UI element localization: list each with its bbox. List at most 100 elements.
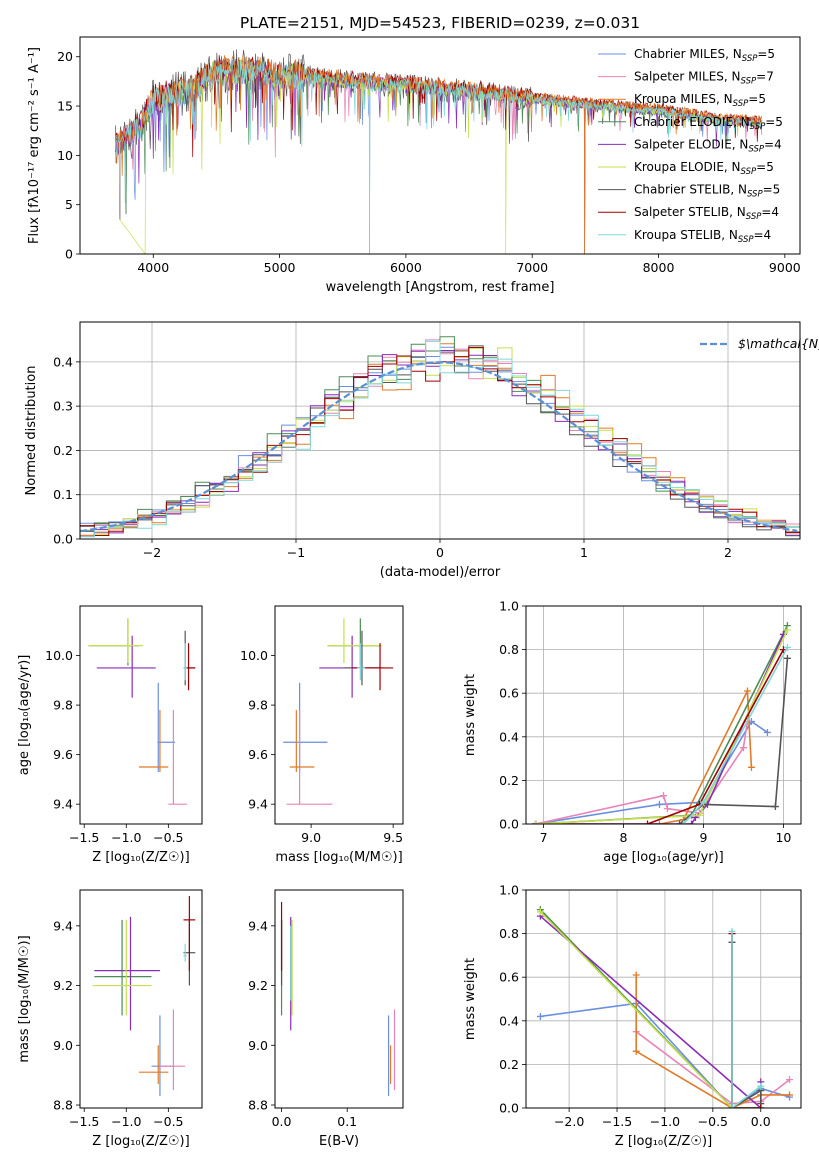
weight-line-2	[535, 687, 753, 824]
x-tick-label: −1.0	[111, 830, 141, 845]
y-tick-label: 9.8	[248, 698, 268, 713]
y-tick-label: 0.0	[499, 817, 519, 832]
x-tick-label: 8000	[643, 260, 675, 275]
y-tick-label: 0.6	[499, 970, 519, 985]
weight-line-3	[539, 909, 761, 1108]
panel-age-vs-mass: 9.0 9.5 9.4 9.6 9.8 10.0 mass [log₁₀(M/M☉)]	[240, 605, 404, 865]
panel-mass-vs-EBV: 0.0 0.1 8.8 9.0 9.2 9.4 E(B-V)	[248, 889, 404, 1149]
plot-area	[115, 49, 763, 254]
legend-label-4: Salpeter ELODIE, NSSP=4	[634, 137, 782, 154]
panel-age-vs-Z: −1.5 −1.0 −0.5 9.4 9.6 9.8 10.0 Z [log₁₀(Z/Z☉)]…	[17, 605, 203, 865]
weight-marker-5	[783, 626, 791, 634]
y-tick-label: 9.6	[248, 747, 268, 762]
weight-marker-0	[536, 1012, 544, 1020]
weight-line-5	[539, 911, 761, 1108]
axes-frame	[274, 605, 404, 825]
x-tick-label: 9	[699, 830, 707, 845]
axes-frame	[274, 889, 404, 1109]
y-tick-label: 9.0	[248, 1038, 268, 1053]
legend-label-8: Kroupa STELIB, NSSP=4	[634, 228, 771, 245]
y-axis-label: Normed distribution	[24, 366, 39, 496]
weight-marker-0	[656, 800, 664, 808]
y-tick-label: 9.2	[248, 978, 268, 993]
weight-marker-8	[757, 1082, 765, 1090]
plot-area	[280, 901, 396, 1097]
x-tick-label: 7000	[516, 260, 548, 275]
weight-marker-6	[771, 803, 779, 811]
x-tick-label: −0.5	[153, 830, 183, 845]
legend-label-3: Chabrier ELODIE, NSSP=5	[634, 115, 783, 132]
y-tick-label: 0.1	[53, 487, 73, 502]
legend-label-0: Chabrier MILES, NSSP=5	[634, 47, 775, 64]
x-tick-label: −1.0	[650, 1114, 680, 1129]
legend-label-normal: $\mathcal{N}(0,1)$	[738, 336, 819, 351]
x-axis-label: mass [log₁₀(M/M☉)]	[275, 850, 402, 865]
y-tick-label: 5	[65, 197, 73, 212]
panel-spectrum: 4000 5000 6000 7000 8000 9000 0 5 10 15 20 waveleng…	[27, 14, 801, 295]
y-tick-label: 0	[65, 247, 73, 262]
x-axis-label: Z [log₁₀(Z/Z☉)]	[92, 1134, 189, 1149]
y-axis-label: Flux [fλ10⁻¹⁷ erg cm⁻² s⁻¹ A⁻¹]	[27, 47, 42, 244]
weight-marker-5	[532, 820, 540, 824]
x-tick-label: −0.5	[153, 1114, 183, 1129]
x-tick-label: 9.5	[383, 830, 403, 845]
y-tick-label: 0.2	[499, 773, 519, 788]
y-axis-label: mass weight	[463, 674, 478, 756]
y-tick-label: 1.0	[499, 883, 519, 898]
panel-weight-vs-Z: −2.0 −1.5 −1.0 −0.5 0.0 0.0 0.2 0.4 0.6 0.8 1.0 Z […	[463, 883, 802, 1149]
x-tick-label: −1.5	[602, 1114, 632, 1129]
weight-line-1	[635, 1031, 790, 1105]
weight-marker-4	[687, 820, 695, 824]
spectrum-line-2	[115, 55, 763, 254]
y-tick-label: 9.0	[53, 1038, 73, 1053]
axes-frame	[79, 321, 801, 540]
x-tick-label: 1	[580, 545, 588, 560]
y-tick-label: 0.8	[499, 642, 519, 657]
x-tick-label: 9.0	[301, 830, 321, 845]
y-tick-label: 0.0	[499, 1101, 519, 1116]
x-tick-label: −2	[143, 545, 161, 560]
weight-marker-1	[663, 805, 671, 813]
legend-label-1: Salpeter MILES, NSSP=7	[634, 70, 774, 87]
weight-marker-2	[632, 971, 640, 979]
weight-line-6	[731, 942, 762, 1108]
histogram-8	[80, 340, 800, 538]
x-tick-label: 10	[775, 830, 791, 845]
y-tick-label: 20	[57, 49, 73, 64]
y-tick-label: 9.8	[53, 698, 73, 713]
weight-line-8	[731, 931, 762, 1108]
x-tick-label: 0.0	[751, 1114, 771, 1129]
legend-label-7: Salpeter STELIB, NSSP=4	[634, 205, 779, 222]
panel-mass-vs-Z: −1.5 −1.0 −0.5 8.8 9.0 9.2 9.4 Z [log₁₀(Z/Z☉)] m…	[17, 889, 203, 1149]
y-tick-label: 0.0	[53, 532, 73, 547]
weight-marker-6	[675, 820, 683, 824]
weight-marker-1	[660, 792, 667, 800]
weight-marker-2	[632, 1047, 640, 1055]
panel-residuals: −2 −1 0 1 2 0.0 0.1 0.2 0.3 0.4 (data-model)/error…	[24, 321, 819, 580]
y-axis-label: mass weight	[463, 958, 478, 1040]
axes-frame	[79, 605, 203, 825]
x-tick-label: −1.0	[111, 1114, 141, 1129]
plot-area	[532, 622, 791, 824]
x-tick-label: 0.1	[337, 1114, 357, 1129]
weight-marker-8	[728, 1104, 736, 1108]
x-axis-label: wavelength [Angstrom, rest frame]	[326, 280, 555, 295]
y-tick-label: 10	[57, 148, 73, 163]
plot-area	[80, 336, 800, 538]
y-tick-label: 10.0	[45, 648, 73, 663]
weight-marker-8	[699, 798, 707, 806]
x-tick-label: −1.5	[69, 1114, 99, 1129]
x-axis-label: age [log₁₀(age/yr)]	[603, 850, 724, 865]
y-tick-label: 9.4	[53, 918, 73, 933]
x-tick-label: 9000	[769, 260, 801, 275]
weight-marker-2	[656, 820, 664, 824]
y-tick-label: 0.4	[499, 1013, 519, 1028]
x-tick-label: 8	[620, 830, 628, 845]
weight-marker-7	[644, 820, 652, 824]
axes-frame	[79, 889, 203, 1109]
spectrum-line-8	[115, 58, 763, 254]
y-tick-label: 0.2	[53, 443, 73, 458]
y-tick-label: 8.8	[248, 1098, 268, 1113]
y-tick-label: 0.6	[499, 686, 519, 701]
y-tick-label: 9.4	[53, 797, 73, 812]
